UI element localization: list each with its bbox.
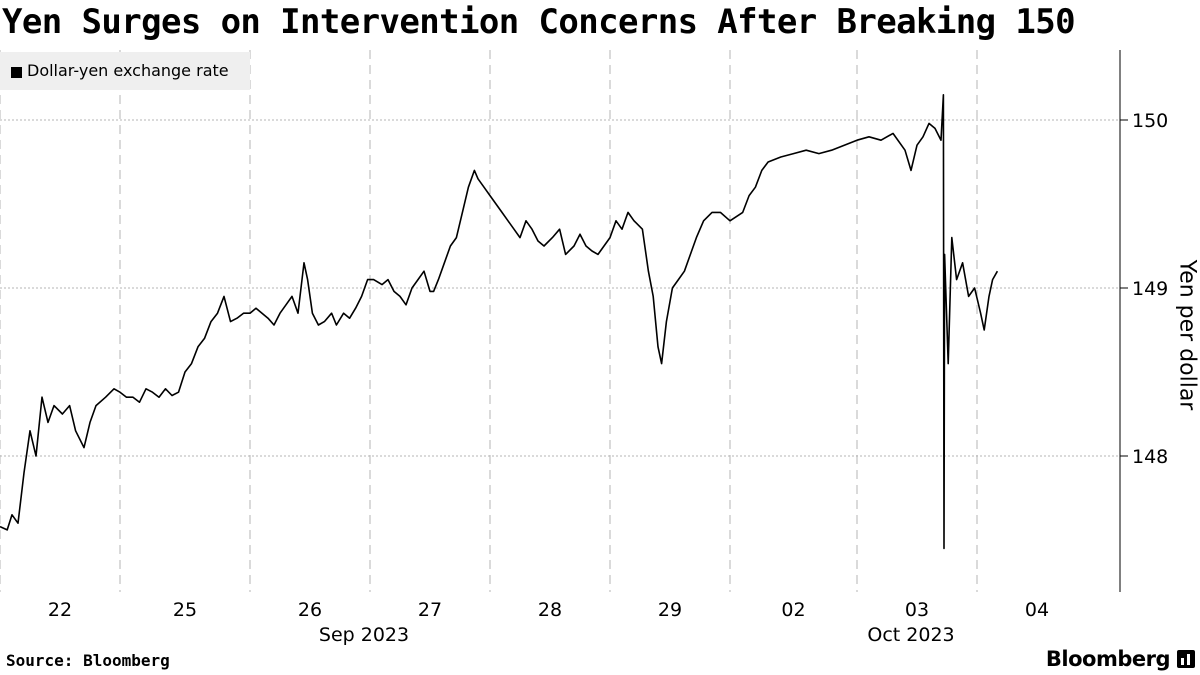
x-tick-label: 26	[298, 599, 322, 621]
x-tick-label: 22	[48, 599, 72, 621]
x-tick-label: 29	[658, 599, 682, 621]
x-tick-label: 03	[905, 599, 929, 621]
legend-swatch	[11, 67, 22, 78]
legend: Dollar-yen exchange rate	[0, 52, 250, 90]
grid	[0, 50, 1120, 592]
y-tick-label: 149	[1132, 278, 1168, 300]
chart-title: Yen Surges on Intervention Concerns Afte…	[2, 2, 1076, 42]
y-axis-label: Yen per dollar	[1174, 259, 1200, 411]
legend-label: Dollar-yen exchange rate	[27, 61, 229, 80]
y-tick-label: 148	[1132, 446, 1168, 468]
x-group-label: Oct 2023	[867, 624, 954, 646]
y-tick-label: 150	[1132, 110, 1168, 132]
bloomberg-logo: Bloomberg	[1045, 647, 1171, 671]
bloomberg-icon	[1177, 650, 1195, 668]
x-tick-label: 25	[173, 599, 197, 621]
x-group-label: Sep 2023	[319, 624, 409, 646]
source-note: Source: Bloomberg	[6, 651, 170, 670]
x-tick-label: 02	[781, 599, 805, 621]
series-layer	[0, 94, 999, 550]
axes: 148 149 150 22 25 26 27 28 29 02 03 04 Sep 2023 Oct 2…	[48, 50, 1168, 646]
x-tick-label: 28	[538, 599, 562, 621]
x-tick-label: 04	[1025, 599, 1049, 621]
series-line	[0, 94, 999, 550]
x-tick-label: 27	[418, 599, 442, 621]
